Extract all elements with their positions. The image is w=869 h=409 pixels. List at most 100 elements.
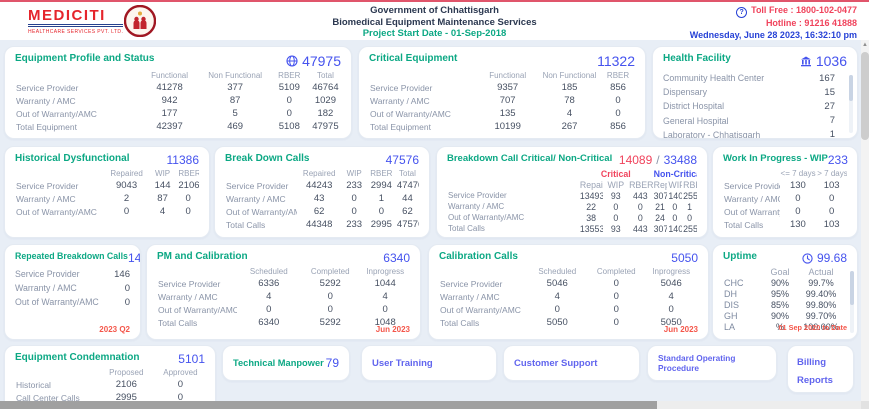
cell-value: 0	[327, 304, 333, 315]
table-row: Warranty / AMC 43 0 1 44	[225, 192, 419, 205]
column-header	[439, 266, 526, 277]
cell-value: 0	[123, 206, 130, 217]
uptime-table: Goal Actual CHC 90% 99.7% DH 95% 99.40% DIS 85% 99…	[723, 266, 847, 332]
panel-value[interactable]: 5050	[671, 251, 698, 265]
horizontal-scrollbar[interactable]	[0, 401, 861, 409]
cell-value: 87	[157, 193, 168, 204]
cell-value: 47576	[396, 219, 419, 230]
health-facility-list: Community Health Center 167 Dispensary 15 Di…	[663, 71, 847, 138]
panel-billing-reports[interactable]: Billing Reports	[787, 345, 854, 393]
column-header: Non Functional	[208, 71, 263, 80]
period-label: Jun 2023	[375, 325, 410, 334]
cell-value: 856	[610, 121, 626, 132]
panel-customer-support[interactable]: Customer Support	[503, 345, 640, 381]
table-row: Out of Warranty/AMC 0 4 0	[15, 205, 199, 218]
cell-value: 99.80%	[805, 299, 837, 310]
panel-value[interactable]: 11386	[166, 153, 199, 167]
column-header	[157, 266, 237, 277]
panel-standard-operating-procedure[interactable]: Standard Operating Procedure	[647, 345, 777, 381]
row-label: Warranty / AMC	[226, 193, 286, 204]
panel-value[interactable]: 14089 / 33488	[618, 153, 697, 167]
panel-value[interactable]: 5101	[178, 352, 205, 366]
toll-free: Toll Free : 1800-102-0477	[751, 5, 857, 15]
column-header: WIP	[668, 179, 682, 190]
billing-reports-link[interactable]: Billing Reports	[797, 357, 833, 386]
cell-value: 99.40%	[805, 288, 837, 299]
panel-value[interactable]: 11322	[597, 53, 635, 69]
panel-pm-and-calibration: PM and Calibration 6340 Scheduled Complet…	[146, 244, 421, 340]
panel-value[interactable]: 47975	[286, 53, 341, 69]
cell-value: 9043	[115, 180, 138, 191]
cell-value: 5050	[546, 317, 568, 328]
cell-value: 130	[789, 219, 806, 230]
list-item: Dispensary 15	[663, 85, 835, 99]
panel-value[interactable]: 79	[325, 356, 339, 370]
cell-value: 5292	[319, 278, 341, 289]
vertical-scrollbar[interactable]: ▲	[861, 40, 869, 401]
table-row: Out of Warranty/AMC 177 5 0 182	[15, 107, 341, 120]
data-table: Scheduled Completed Inprogress Service Prov…	[439, 266, 698, 329]
panel-value[interactable]: 146	[127, 251, 141, 265]
cell-value: 62	[313, 206, 325, 217]
health-facility-scrollbar[interactable]	[849, 75, 853, 133]
row-label: Out of Warranty/AMC	[724, 206, 780, 217]
cell-value: 0	[351, 206, 357, 217]
vertical-scrollbar-thumb[interactable]	[861, 52, 869, 140]
panel-value[interactable]: 1036	[800, 53, 847, 69]
cell-value: 9357	[497, 82, 519, 93]
cell-value: 44348	[305, 219, 333, 230]
header-contact: ? Toll Free : 1800-102-0477 Hotline : 912…	[690, 5, 857, 41]
panel-value[interactable]: 47576	[385, 153, 419, 167]
row-label: DIS	[724, 299, 740, 310]
cell-value: 0	[672, 201, 678, 212]
column-header: Repaired	[579, 179, 604, 190]
cell-value: 100.00%	[803, 321, 839, 332]
cell-value: 4	[554, 291, 560, 302]
cell-value: 95%	[770, 288, 789, 299]
panel-user-training[interactable]: User Training	[361, 345, 497, 381]
user-training-link[interactable]: User Training	[372, 357, 433, 369]
cell-value: 707	[499, 95, 516, 106]
cell-value: 1029	[314, 95, 336, 106]
panel-value[interactable]: 99.68	[802, 251, 847, 265]
table-row: Warranty / AMC 0 0	[723, 192, 847, 205]
table-row: Total Calls 130 103	[723, 218, 847, 231]
table-row: Warranty / AMC 942 87 0 1029	[15, 94, 341, 107]
cell-value: 62	[402, 206, 413, 217]
globe-icon	[286, 55, 298, 67]
panel-value[interactable]: 233	[827, 153, 848, 167]
cell-value: 0	[615, 108, 621, 119]
cell-value: 0	[554, 304, 560, 315]
row-label: CHC	[724, 277, 744, 288]
panel-technical-manpower: Technical Manpower 79	[222, 345, 350, 381]
cell-value: 0	[668, 304, 674, 315]
noncritical-value: 33488	[663, 153, 697, 167]
question-icon[interactable]: ?	[736, 7, 748, 18]
cell-value: 1	[687, 201, 693, 212]
cell-value: 443	[633, 223, 648, 234]
table-row: Out of Warranty/AMC 38 0 0 24 0 0	[447, 212, 697, 223]
table-row: Out of Warranty/AMC 62 0 0 62	[225, 205, 419, 218]
horizontal-scrollbar-thumb[interactable]	[0, 401, 657, 409]
row-label: Out of Warranty/AMC	[158, 304, 238, 315]
cell-value: 6340	[258, 317, 280, 328]
data-table: Functional Non Functional RBER Total Service…	[15, 70, 341, 133]
cell-value: 41278	[156, 82, 183, 93]
row-label: Service Provider	[370, 82, 433, 93]
sop-link[interactable]: Standard Operating Procedure	[658, 353, 736, 373]
cell-value: 167	[819, 72, 835, 84]
cell-value: 103	[823, 219, 840, 230]
data-table: Proposed Approved Historical 2106 0 Call Cent…	[15, 367, 205, 402]
row-label: Community Health Center	[663, 73, 765, 84]
panel-value[interactable]: 6340	[383, 251, 410, 265]
cell-value: 93	[610, 223, 621, 234]
customer-support-link[interactable]: Customer Support	[514, 357, 598, 369]
panel-critical-equipment: Critical Equipment 11322 Functional Non F…	[358, 46, 646, 139]
uptime-scrollbar[interactable]	[850, 271, 854, 333]
gov-title: Government of Chhattisgarh	[370, 5, 499, 16]
cell-value: 0	[615, 95, 621, 106]
panel-title: Health Facility	[663, 53, 731, 64]
equipment-profile-table: Functional Non Functional RBER Total Service…	[15, 70, 341, 133]
scroll-up-arrow-icon[interactable]: ▲	[862, 42, 868, 48]
cell-value: %	[775, 321, 784, 332]
